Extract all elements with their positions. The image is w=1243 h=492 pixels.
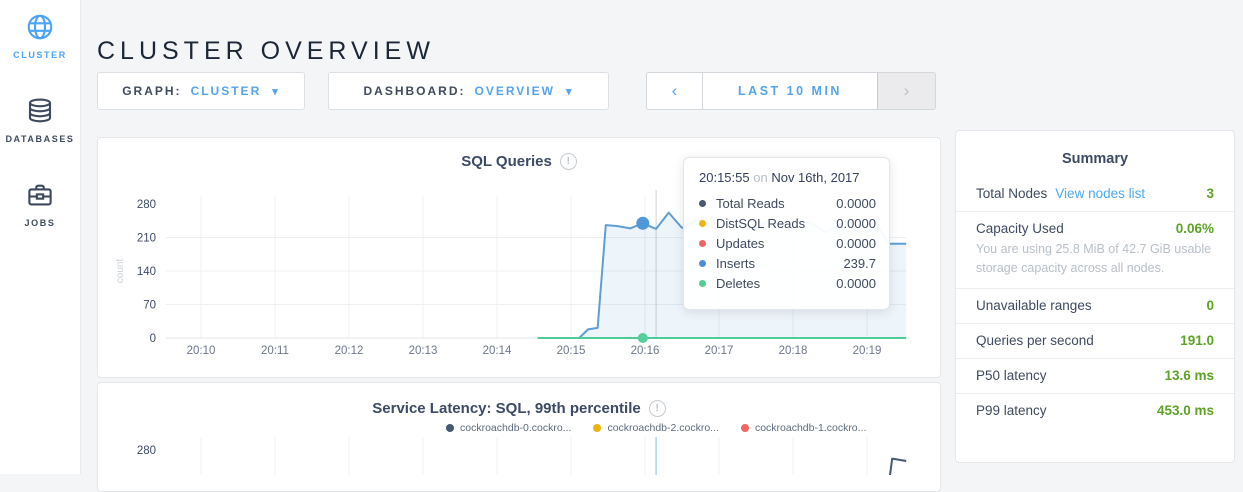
database-icon [25, 96, 55, 126]
tooltip-series-label: DistSQL Reads [716, 215, 806, 231]
chevron-down-icon: ▾ [272, 85, 280, 98]
info-icon[interactable]: ! [559, 153, 577, 170]
summary-row-label: P50 latency [976, 367, 1047, 383]
svg-text:0: 0 [150, 333, 156, 345]
time-prev-button[interactable]: ‹ [647, 73, 703, 109]
sidebar: CLUSTER DATABASES JOBS [0, 0, 81, 474]
time-next-button: › [877, 73, 935, 109]
summary-row: P50 latency 13.6 ms [956, 357, 1234, 393]
sidebar-item-jobs[interactable]: JOBS [0, 180, 80, 228]
svg-text:20:13: 20:13 [409, 345, 438, 357]
graph-dropdown-value: CLUSTER [190, 84, 262, 98]
summary-row: P99 latency 453.0 ms [956, 392, 1234, 428]
chevron-down-icon: ▾ [565, 85, 574, 98]
info-icon[interactable]: ! [648, 400, 666, 417]
tooltip-series-label: Total Reads [716, 195, 785, 211]
svg-text:70: 70 [143, 300, 156, 312]
summary-row-label: Total Nodes [976, 186, 1048, 201]
series-dot-icon [593, 424, 602, 432]
svg-text:210: 210 [137, 233, 156, 245]
chart-tooltip: 20:15:55 on Nov 16th, 2017 Total Reads 0… [683, 157, 890, 310]
svg-text:20:10: 20:10 [187, 345, 216, 357]
summary-row-value: 0 [1206, 297, 1214, 313]
svg-text:count: count [115, 259, 126, 284]
tooltip-row: Updates 0.0000 [699, 233, 876, 253]
summary-row: Total Nodes View nodes list 3 [956, 177, 1234, 211]
svg-text:20:14: 20:14 [483, 345, 512, 357]
series-dot-icon [699, 279, 706, 287]
series-dot-icon [699, 219, 706, 227]
dashboard-dropdown-value: OVERVIEW [474, 84, 555, 98]
view-nodes-link[interactable]: View nodes list [1055, 186, 1146, 201]
summary-row: Capacity Used 0.06% You are using 25.8 MiB… [956, 211, 1234, 288]
tooltip-row: Inserts 239.7 [699, 253, 876, 273]
svg-text:20:12: 20:12 [335, 345, 364, 357]
service-latency-chart-card: 280 Service Latency: SQL, 99th percentil… [97, 382, 941, 492]
chart-legend: cockroachdb-0.cockro... cockroachdb-2.coc… [446, 422, 866, 434]
tooltip-row: DistSQL Reads 0.0000 [699, 213, 876, 233]
sidebar-item-cluster[interactable]: CLUSTER [0, 12, 80, 60]
series-dot-icon [446, 424, 454, 432]
summary-row-label: Unavailable ranges [976, 297, 1092, 313]
summary-row-label: Queries per second [976, 332, 1094, 348]
summary-panel: Summary Total Nodes View nodes list 3 Capa… [955, 130, 1235, 463]
tooltip-series-value: 0.0000 [836, 235, 876, 251]
svg-text:20:11: 20:11 [261, 345, 289, 357]
time-range-selector: ‹ LAST 10 MIN › [646, 72, 936, 110]
tooltip-row: Deletes 0.0000 [699, 273, 876, 293]
tooltip-series-label: Inserts [716, 255, 756, 271]
dashboard-dropdown[interactable]: DASHBOARD: OVERVIEW ▾ [328, 72, 609, 110]
dashboard-dropdown-label: DASHBOARD: [363, 84, 466, 98]
svg-text:20:17: 20:17 [705, 345, 734, 357]
summary-title: Summary [1061, 151, 1129, 167]
series-dot-icon [740, 424, 749, 432]
svg-text:280: 280 [137, 199, 156, 211]
tooltip-series-label: Updates [716, 235, 765, 251]
tooltip-timestamp: 20:15:55 on Nov 16th, 2017 [699, 170, 860, 185]
summary-row-value: 3 [1206, 186, 1214, 201]
summary-row-value: 13.6 ms [1164, 367, 1214, 383]
summary-row: Unavailable ranges 0 [956, 287, 1234, 323]
series-dot-icon [699, 199, 706, 207]
svg-text:20:15: 20:15 [557, 345, 586, 357]
legend-item: cockroachdb-1.cockro... [740, 422, 866, 434]
svg-text:20:18: 20:18 [779, 345, 808, 357]
page-title: CLUSTER OVERVIEW [97, 36, 435, 65]
legend-item: cockroachdb-2.cockro... [593, 422, 719, 434]
globe-icon [25, 12, 55, 42]
sidebar-item-label: CLUSTER [13, 50, 67, 60]
series-dot-icon [699, 259, 706, 267]
summary-row-label: Capacity Used [976, 221, 1064, 236]
tooltip-series-label: Deletes [716, 275, 761, 291]
summary-row-value: 191.0 [1180, 332, 1214, 348]
graph-dropdown[interactable]: GRAPH: CLUSTER ▾ [97, 72, 305, 110]
graph-dropdown-label: GRAPH: [122, 84, 182, 98]
tooltip-series-value: 0.0000 [836, 275, 876, 291]
summary-row: Queries per second 191.0 [956, 322, 1234, 358]
sidebar-item-label: JOBS [24, 218, 56, 228]
tooltip-series-value: 0.0000 [836, 215, 876, 231]
series-dot-icon [699, 239, 706, 247]
sidebar-item-databases[interactable]: DATABASES [0, 96, 80, 144]
summary-row-caption: You are using 25.8 MiB of 42.7 GiB usabl… [976, 242, 1212, 275]
tooltip-row: Total Reads 0.0000 [699, 193, 876, 213]
chart-title: SQL Queries [461, 153, 552, 170]
summary-row-label: P99 latency [976, 402, 1047, 418]
summary-row-value: 453.0 ms [1156, 402, 1214, 418]
tooltip-series-value: 239.7 [843, 255, 876, 271]
sidebar-item-label: DATABASES [5, 134, 75, 144]
svg-text:20:19: 20:19 [853, 345, 882, 357]
legend-item: cockroachdb-0.cockro... [446, 422, 571, 434]
svg-text:280: 280 [137, 445, 156, 457]
svg-text:20:16: 20:16 [631, 345, 660, 357]
svg-text:140: 140 [137, 266, 156, 278]
service-latency-chart[interactable]: 280 [98, 383, 942, 475]
time-range-label[interactable]: LAST 10 MIN [738, 84, 842, 98]
summary-row-value: 0.06% [1175, 221, 1214, 236]
briefcase-icon [25, 180, 55, 210]
chart-title: Service Latency: SQL, 99th percentile [372, 400, 641, 417]
tooltip-series-value: 0.0000 [836, 195, 876, 211]
